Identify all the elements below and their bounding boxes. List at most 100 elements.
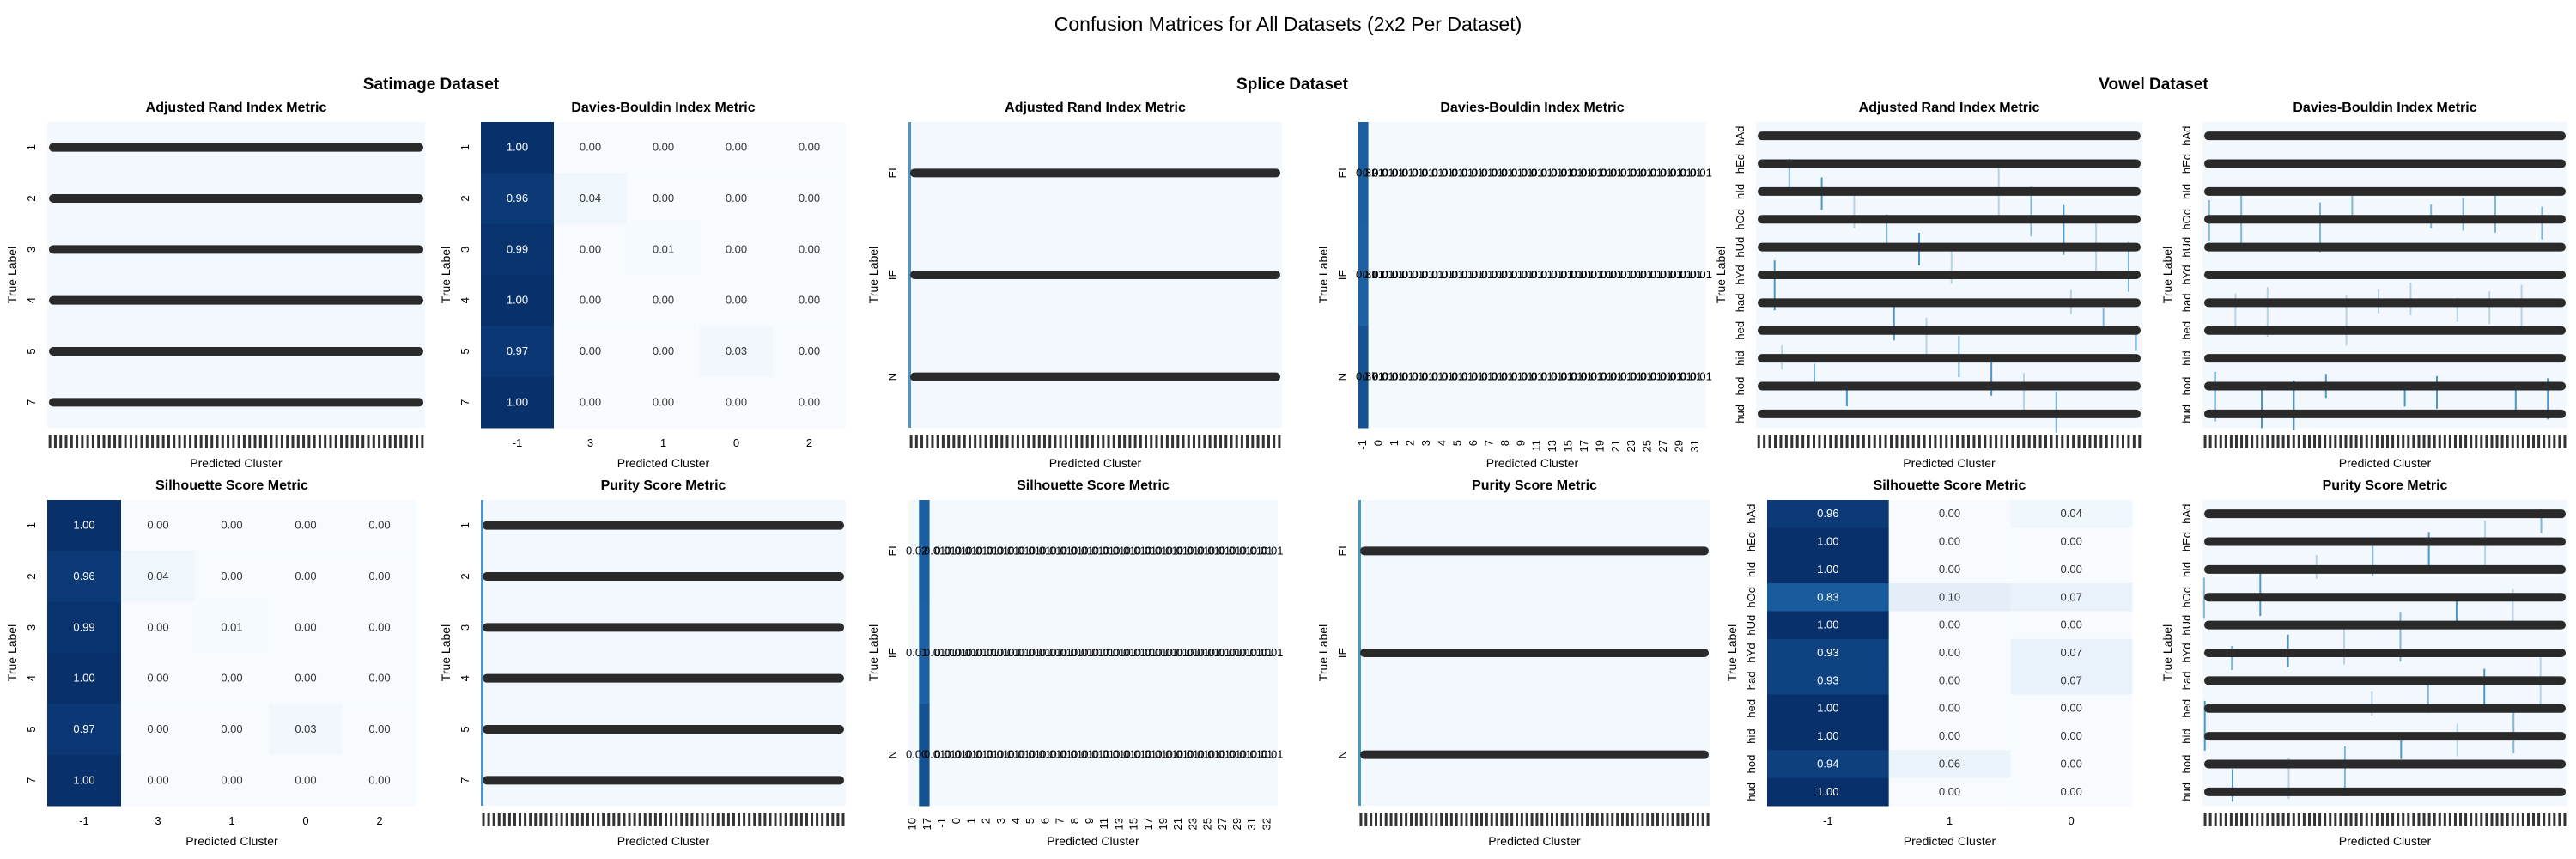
cell-value: 0.01 [1082,748,1103,761]
cell-value: 0.06 [1939,757,1960,770]
x-tick-label: -1 [79,814,89,827]
y-tick-label: 3 [459,247,471,253]
heatmap-cell [1888,555,2011,584]
x-axis-label: Predicted Cluster [1049,456,1142,470]
x-tick-label [1449,813,1453,826]
cell-value: 0.01 [1522,166,1543,179]
x-tick-label [550,813,553,826]
x-tick-label [524,813,527,826]
x-tick-label [237,435,240,448]
x-tick-label [1818,435,1821,448]
x-tick-label [1895,435,1899,448]
x-tick-label [1611,813,1614,826]
x-tick-label [2500,813,2504,826]
cell-value: 0.01 [1442,370,1463,383]
x-tick-label: 29 [1230,818,1243,830]
x-tick-label: 4 [1435,440,1448,446]
x-tick-label [2453,435,2457,448]
x-tick-label [2470,435,2473,448]
cell-value: 0.01 [1261,646,1283,659]
x-tick-label [2214,813,2217,826]
x-tick-label [1686,813,1690,826]
x-tick-label [296,435,300,448]
y-tick-label: hAd [2180,126,2193,146]
x-tick-label [253,435,257,448]
cell-value: 0.01 [1611,370,1632,383]
cell-value: 0.01 [1661,370,1682,383]
cell-value: 0.01 [934,646,956,659]
heatmap-panel: Adjusted Rand Index Metric Predicted Clus… [1714,101,2142,470]
x-tick-label [372,435,375,448]
x-tick-label [2349,435,2353,448]
x-tick-label [690,813,694,826]
x-tick-label: 0 [733,436,739,449]
heatmap-cell [773,275,847,326]
x-tick-label [2000,435,2003,448]
x-tick-label: 5 [1451,440,1464,446]
cell-value: 0.01 [1472,166,1493,179]
heatmap-cell [2345,295,2348,346]
cell-value: 0.01 [966,748,987,761]
y-axis-label: True Label [439,624,453,681]
x-tick-label [2281,813,2285,826]
dense-annotation-band [1758,242,2141,252]
cell-value: 0.01 [1531,370,1552,383]
x-tick-label [726,813,730,826]
cell-value: 0.01 [1541,268,1563,281]
cell-value: 0.01 [1691,166,1712,179]
cell-value: 1.00 [1817,618,1838,631]
x-tick-label [1801,435,1805,448]
cell-value: 0.01 [1008,544,1030,557]
cell-value: 0.01 [1621,166,1643,179]
x-tick-label [2116,435,2119,448]
x-tick-label [1530,813,1534,826]
x-tick-label [2433,813,2436,826]
cell-value: 0.01 [998,646,1019,659]
y-tick-label: hEd [2180,154,2193,174]
dense-annotation-band [2204,732,2566,741]
dense-annotation-band [483,725,844,734]
x-tick-label [2033,435,2037,448]
x-tick-label [2245,813,2249,826]
x-tick-label [1394,813,1398,826]
cell-value: 0.00 [295,773,316,786]
x-tick-label [1480,813,1483,826]
x-axis-label: Predicted Cluster [1488,834,1581,848]
cell-value: 0.99 [507,242,528,255]
cell-value: 0.00 [221,672,242,685]
y-tick-label: hYd [2180,643,2193,662]
cell-value: 0.01 [1382,370,1404,383]
dense-annotation-band [49,347,423,356]
x-tick-label [107,435,111,448]
x-tick-label [497,813,501,826]
y-tick-label: 7 [25,399,38,405]
cell-value: 0.01 [1167,544,1188,557]
x-tick-label [507,813,511,826]
heatmap-panel: Davies-Bouldin Index Metric Predicted Clu… [1316,101,1712,470]
cell-value: 0.01 [1188,748,1209,761]
x-tick-label: 17 [1577,440,1590,452]
cell-value: 0.00 [221,722,242,735]
cell-value: 0.01 [1050,646,1072,659]
cell-value: 0.01 [1661,268,1682,281]
y-axis-label: True Label [1316,247,1330,303]
x-tick-label [2422,435,2426,448]
cell-value: 0.01 [1209,544,1230,557]
cell-value: 0.01 [1482,268,1504,281]
cell-value: 0.01 [1571,166,1593,179]
y-tick-label: IE [886,648,899,659]
x-tick-label: 0 [950,818,963,824]
x-tick-label [2066,435,2069,448]
y-tick-label: hAd [1734,126,1747,146]
x-tick-label [2365,813,2368,826]
x-tick-label [2402,813,2405,826]
cell-value: 0.01 [956,748,977,761]
y-tick-label: hUd [2180,237,2193,258]
cell-value: 0.03 [295,722,316,735]
x-tick-label [1000,435,1004,448]
cell-value: 0.07 [2061,646,2082,659]
heatmap-cell [1990,354,1993,396]
y-tick-label: hAd [2180,504,2193,524]
heatmap-cell [1888,750,2011,779]
cell-value: 0.01 [1432,166,1454,179]
